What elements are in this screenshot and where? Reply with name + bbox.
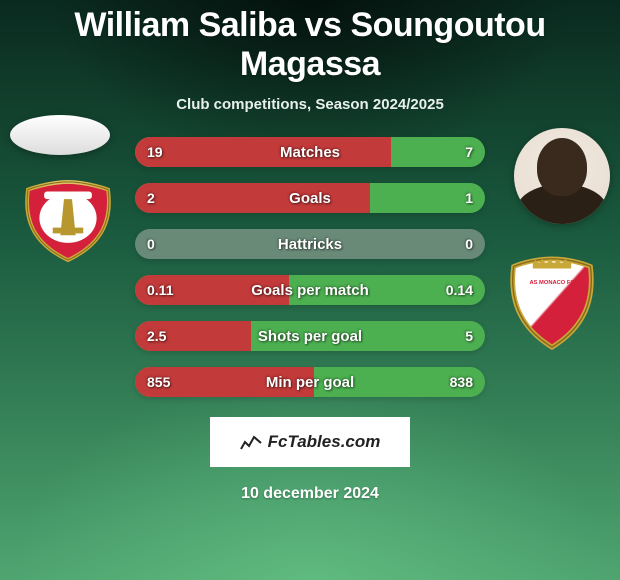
stat-value-right: 838 (450, 374, 473, 390)
stats-list: 19 Matches 7 2 Goals 1 0 Hattricks 0 0.11 Goals pe… (0, 137, 620, 397)
page-title: William Saliba vs Soungoutou Magassa (0, 6, 620, 84)
stat-value-left: 2.5 (147, 328, 166, 344)
stat-row: 19 Matches 7 (135, 137, 485, 167)
stat-value-left: 19 (147, 144, 163, 160)
stat-row: 2 Goals 1 (135, 183, 485, 213)
watermark: FcTables.com (210, 417, 410, 467)
watermark-icon (240, 434, 262, 450)
stat-label: Hattricks (278, 236, 342, 253)
date-text: 10 december 2024 (0, 485, 620, 503)
stat-left-fill (135, 183, 370, 213)
stat-label: Shots per goal (258, 328, 362, 345)
stat-value-right: 0.14 (446, 282, 473, 298)
stat-value-left: 855 (147, 374, 170, 390)
stat-value-right: 5 (465, 328, 473, 344)
stat-label: Goals per match (251, 282, 369, 299)
stat-value-right: 0 (465, 236, 473, 252)
stat-row: 855 Min per goal 838 (135, 367, 485, 397)
stat-left-fill (135, 137, 391, 167)
stat-label: Matches (280, 144, 340, 161)
stat-label: Min per goal (266, 374, 354, 391)
watermark-text: FcTables.com (268, 432, 381, 452)
stat-row: 0 Hattricks 0 (135, 229, 485, 259)
stat-row: 2.5 Shots per goal 5 (135, 321, 485, 351)
subtitle: Club competitions, Season 2024/2025 (0, 96, 620, 113)
stat-row: 0.11 Goals per match 0.14 (135, 275, 485, 305)
stat-label: Goals (289, 190, 331, 207)
stat-value-right: 7 (465, 144, 473, 160)
stat-value-left: 0.11 (147, 282, 173, 298)
stat-value-right: 1 (465, 190, 473, 206)
stat-value-left: 0 (147, 236, 155, 252)
stat-value-left: 2 (147, 190, 155, 206)
